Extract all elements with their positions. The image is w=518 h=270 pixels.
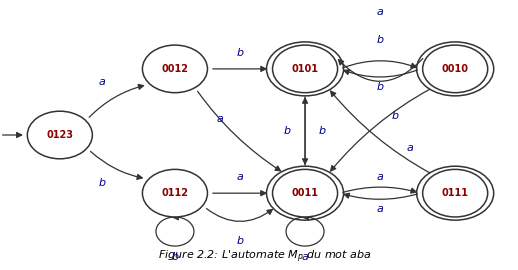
Ellipse shape <box>27 111 92 159</box>
Text: b: b <box>392 112 399 122</box>
Text: a: a <box>377 172 383 182</box>
Text: b: b <box>284 126 291 136</box>
Text: 0112: 0112 <box>162 188 189 198</box>
Text: a: a <box>237 172 243 182</box>
Text: b: b <box>171 252 179 262</box>
Text: a: a <box>99 77 106 87</box>
Text: 0011: 0011 <box>292 188 319 198</box>
Text: 0010: 0010 <box>442 64 469 74</box>
Text: a: a <box>407 143 413 153</box>
Text: a: a <box>301 252 309 262</box>
Text: 0111: 0111 <box>442 188 469 198</box>
Ellipse shape <box>272 45 338 93</box>
Text: b: b <box>319 126 326 136</box>
Text: 0123: 0123 <box>46 130 74 140</box>
Ellipse shape <box>142 169 208 217</box>
Ellipse shape <box>272 169 338 217</box>
Ellipse shape <box>423 45 488 93</box>
Text: 0012: 0012 <box>162 64 189 74</box>
Text: a: a <box>377 204 383 214</box>
Text: a: a <box>217 114 223 124</box>
Text: b: b <box>99 178 106 188</box>
Ellipse shape <box>142 45 208 93</box>
Text: b: b <box>236 236 243 246</box>
Text: a: a <box>377 7 383 17</box>
Text: b: b <box>377 35 384 45</box>
Text: 0101: 0101 <box>292 64 319 74</box>
Text: b: b <box>377 82 384 92</box>
Ellipse shape <box>423 169 488 217</box>
Text: Figure 2.2: $\it{L}$'automate $M_p$ du mot $aba$: Figure 2.2: $\it{L}$'automate $M_p$ du m… <box>159 248 372 265</box>
Text: b: b <box>236 48 243 58</box>
